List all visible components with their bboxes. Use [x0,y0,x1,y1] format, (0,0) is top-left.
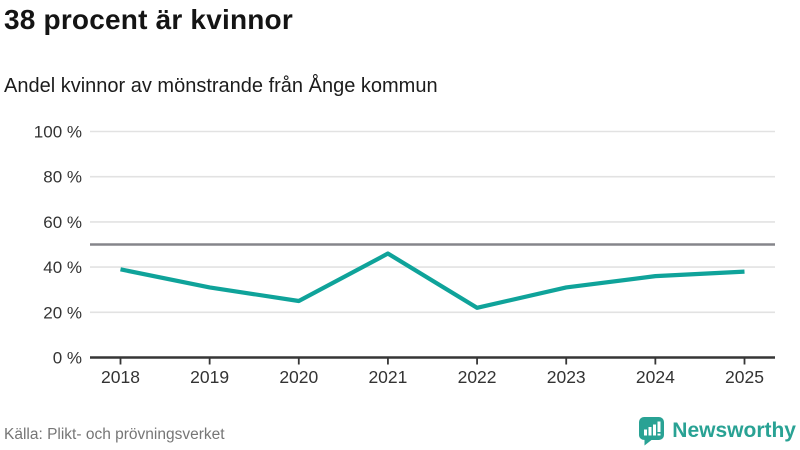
line-chart: 0 % 20 % 40 % 60 % 80 % 100 % 2018 2019 2020 2021… [34,122,775,387]
y-tick-label: 40 % [43,258,82,277]
y-tick-label: 100 % [34,122,82,141]
x-tick-label: 2020 [279,367,318,387]
newsworthy-logo-icon [639,417,665,446]
newsworthy-logo-text: Newsworthy [672,419,796,442]
x-tick-label: 2025 [725,367,764,387]
x-tick-label: 2019 [190,367,229,387]
x-tick-label: 2021 [368,367,407,387]
chart-subtitle: Andel kvinnor av mönstrande från Ånge ko… [4,75,438,97]
y-tick-label: 20 % [43,303,82,322]
x-tick-label: 2023 [547,367,586,387]
x-tick-label: 2018 [101,367,140,387]
chart-title: 38 procent är kvinnor [4,4,293,35]
source-note: Källa: Plikt- och prövningsverket [4,426,225,443]
y-tick-label: 60 % [43,213,82,232]
x-tick-label: 2022 [458,367,497,387]
bar-chart-glyph [644,421,661,436]
y-tick-label: 80 % [43,168,82,187]
x-tick-label: 2024 [636,367,675,387]
newsworthy-logo[interactable]: Newsworthy [638,416,796,446]
y-tick-label: 0 % [53,348,82,367]
data-line [120,251,745,310]
